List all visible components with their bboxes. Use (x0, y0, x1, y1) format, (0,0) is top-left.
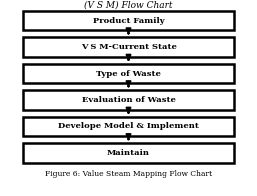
Text: Develope Model & Implement: Develope Model & Implement (58, 122, 199, 130)
FancyBboxPatch shape (23, 37, 234, 57)
Text: Evaluation of Waste: Evaluation of Waste (81, 96, 176, 104)
FancyBboxPatch shape (23, 143, 234, 163)
Text: V S M-Current State: V S M-Current State (80, 43, 177, 51)
Text: Figure 6: Value Steam Mapping Flow Chart: Figure 6: Value Steam Mapping Flow Chart (45, 171, 212, 178)
FancyBboxPatch shape (23, 90, 234, 110)
FancyBboxPatch shape (23, 64, 234, 83)
Text: Product Family: Product Family (93, 17, 164, 24)
Text: (V S M) Flow Chart: (V S M) Flow Chart (84, 0, 173, 9)
FancyBboxPatch shape (23, 117, 234, 136)
Text: Maintain: Maintain (107, 149, 150, 157)
Text: Type of Waste: Type of Waste (96, 70, 161, 77)
FancyBboxPatch shape (23, 11, 234, 30)
